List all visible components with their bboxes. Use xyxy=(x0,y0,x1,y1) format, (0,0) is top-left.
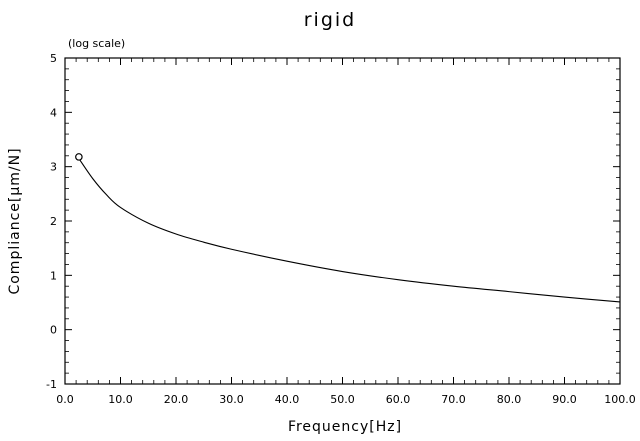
y-axis-label: Compliance[μm/N] xyxy=(7,147,23,294)
chart-title: rigid xyxy=(304,9,357,31)
x-tick-label: 60.0 xyxy=(386,393,411,406)
plot-frame xyxy=(64,57,621,385)
y-axis-ticks: -1 0 1 2 3 4 5 xyxy=(46,52,620,391)
x-tick-label: 80.0 xyxy=(497,393,522,406)
compliance-curve xyxy=(78,158,621,303)
y-tick-label: 3 xyxy=(50,161,57,174)
x-tick-label: 10.0 xyxy=(108,393,133,406)
minor-ticks xyxy=(65,58,620,384)
y-tick-label: 5 xyxy=(50,52,57,65)
x-tick-label: 50.0 xyxy=(330,393,355,406)
x-tick-label: 40.0 xyxy=(275,393,300,406)
x-tick-label: 70.0 xyxy=(441,393,466,406)
y-tick-label: 0 xyxy=(50,324,57,337)
log-scale-annotation: (log scale) xyxy=(68,37,125,50)
curve-start-marker xyxy=(75,153,83,161)
y-tick-label: 2 xyxy=(50,215,57,228)
x-tick-label: 30.0 xyxy=(219,393,244,406)
y-tick-label: 1 xyxy=(50,269,57,282)
x-axis-label: Frequency[Hz] xyxy=(288,419,402,435)
x-tick-label: 0.0 xyxy=(56,393,74,406)
x-axis-ticks: 0.0 10.0 20.0 30.0 40.0 50.0 60.0 70.0 80.0 90.0 1… xyxy=(56,58,636,406)
y-tick-label: -1 xyxy=(46,378,57,391)
x-tick-label: 20.0 xyxy=(164,393,189,406)
x-tick-label: 90.0 xyxy=(552,393,577,406)
y-tick-label: 4 xyxy=(50,106,57,119)
x-tick-label: 100.0 xyxy=(604,393,636,406)
